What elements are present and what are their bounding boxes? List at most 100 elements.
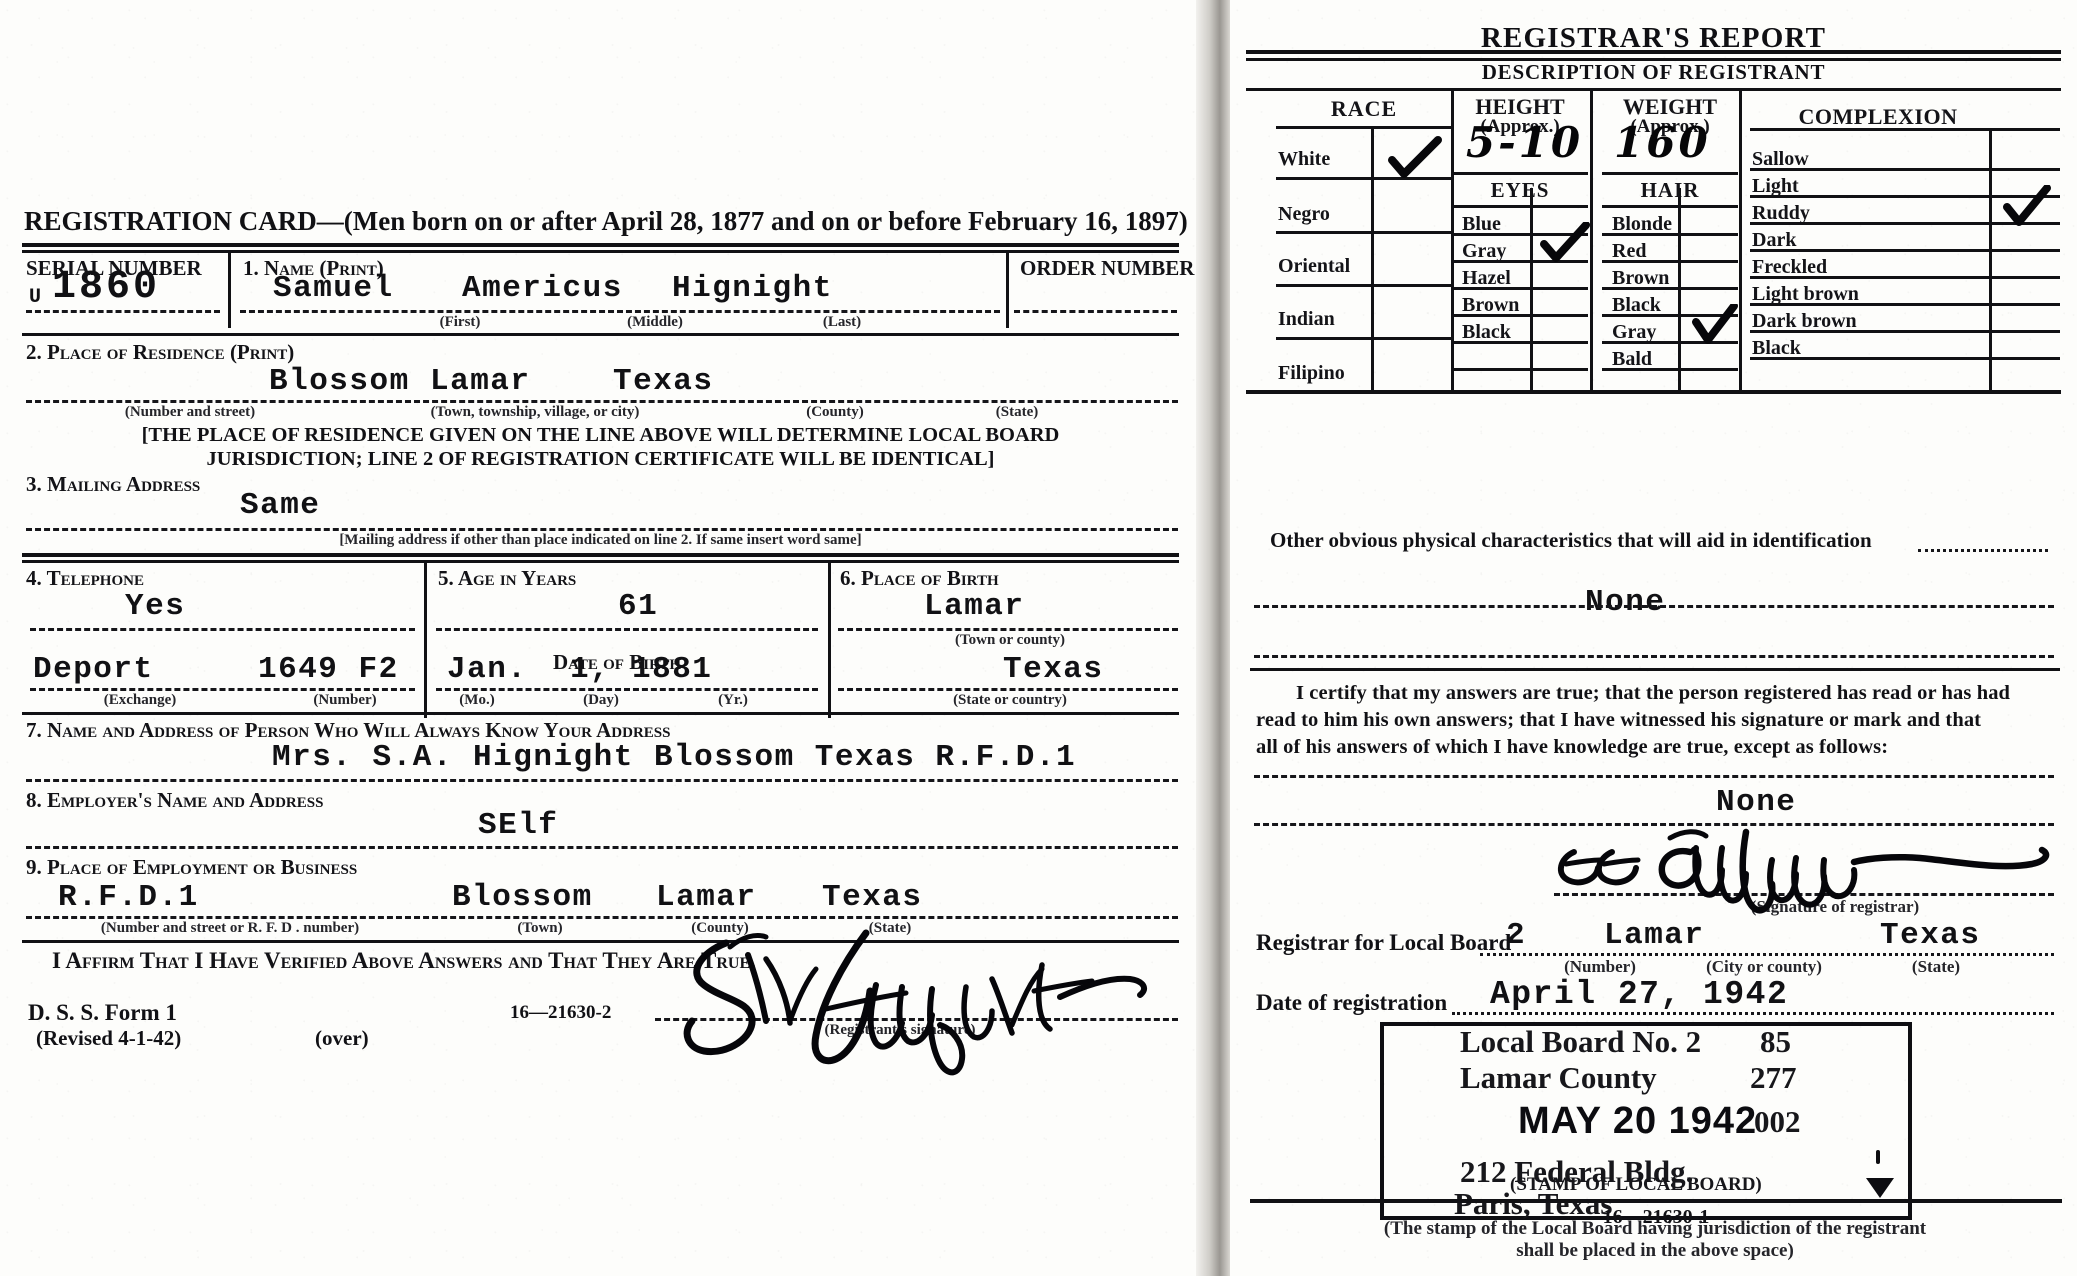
stamp-line-1: Local Board No. 2 [1460, 1024, 1702, 1059]
row-rule [1750, 168, 2060, 171]
eyes-option-gray[interactable]: Gray [1462, 240, 1507, 262]
order-underline [1014, 310, 1177, 313]
complexion-option-dark[interactable]: Dark [1752, 229, 1797, 251]
row-rule [1452, 287, 1588, 290]
employer-label: 8. Employer's Name and Address [26, 788, 324, 812]
row-rule [1602, 287, 1738, 290]
table-bottom-rule [1246, 390, 2061, 394]
telephone-exchange-value: Deport [33, 652, 154, 687]
name-sub-middle: (Middle) [627, 314, 683, 330]
mailing-underline [26, 528, 1178, 531]
serial-prefix: U [29, 286, 43, 309]
check-mark-complexion-ruddy [2003, 185, 2051, 226]
row-rule [1750, 249, 2060, 252]
column-divider [1451, 91, 1454, 391]
eyes-option-black[interactable]: Black [1462, 321, 1511, 343]
col-height-header: HEIGHT [1475, 94, 1565, 119]
divider [22, 940, 1179, 943]
race-option-indian[interactable]: Indian [1278, 308, 1335, 330]
hair-option-brown[interactable]: Brown [1612, 267, 1670, 289]
eyes-option-hazel[interactable]: Hazel [1462, 267, 1511, 289]
stamp-caption: (STAMP OF LOCAL BOARD) [1510, 1174, 1762, 1195]
residence-sub-town: (Town, township, village, or city) [430, 404, 640, 420]
race-option-white[interactable]: White [1278, 148, 1331, 170]
col-weight-header: WEIGHT [1622, 94, 1718, 119]
certify-line1: I certify that my answers are true; that… [1296, 682, 2011, 704]
height-underline [1452, 172, 1588, 175]
race-option-oriental[interactable]: Oriental [1278, 255, 1351, 277]
hair-header-underline [1602, 205, 1738, 208]
complexion-option-freckled[interactable]: Freckled [1752, 256, 1828, 278]
race-check-divider [1371, 126, 1374, 391]
date-of-registration-value: April 27, 1942 [1490, 976, 1789, 1013]
col-weight-subheader: (Approx.) [1630, 116, 1710, 137]
other-characteristics-label: Other obvious physical characteristics t… [1270, 528, 1872, 552]
other-characteristics-value: None [1585, 585, 1666, 620]
contact-person-value: Mrs. S.A. Hignight Blossom Texas R.F.D.1 [272, 740, 1077, 775]
signature-underline [655, 1018, 1178, 1021]
name-sub-first: (First) [439, 314, 481, 330]
row-rule [1750, 195, 2060, 198]
hair-option-bald[interactable]: Bald [1612, 348, 1653, 370]
row-rule [1452, 341, 1588, 344]
row-rule [1602, 341, 1738, 344]
exception-line2 [1254, 823, 2054, 826]
board-city-value: Lamar [1604, 918, 1705, 953]
divider [22, 560, 1179, 563]
divider [1250, 668, 2060, 671]
birthplace-town-value: Lamar [924, 589, 1025, 624]
row-rule [1750, 330, 2060, 333]
telephone-sub-number: (Number) [313, 692, 377, 708]
complexion-option-sallow[interactable]: Sallow [1752, 148, 1809, 170]
board-sub-number: (Number) [1564, 957, 1636, 976]
stamp-number-1: 85 [1760, 1024, 1791, 1059]
registrar-signature-sub: (Signature of registrar) [1750, 897, 1920, 916]
divider [22, 553, 1179, 557]
eyes-option-brown[interactable]: Brown [1462, 294, 1520, 316]
row-rule [1452, 233, 1588, 236]
board-sub-state: (State) [1911, 957, 1961, 976]
name-label: 1. Name (Print) [243, 256, 384, 280]
employment-county-value: Lamar [656, 880, 757, 915]
age-label: 5. Age in Years [438, 566, 577, 590]
complexion-option-ruddy[interactable]: Ruddy [1752, 202, 1810, 224]
complexion-option-light-brown[interactable]: Light brown [1752, 283, 1859, 305]
birthplace-sub-town: (Town or county) [954, 632, 1066, 648]
complexion-option-dark-brown[interactable]: Dark brown [1752, 310, 1857, 332]
residence-sub-state: (State) [995, 404, 1039, 420]
form-over: (over) [315, 1026, 369, 1050]
dob-year-value: 1881 [632, 652, 713, 687]
residence-underline [26, 400, 1178, 403]
row-rule [1452, 314, 1588, 317]
registrar-signature-underline [1554, 893, 2054, 896]
hair-option-black[interactable]: Black [1612, 294, 1661, 316]
board-number-value: 2 [1506, 918, 1527, 953]
complexion-option-black[interactable]: Black [1752, 337, 1801, 359]
board-state-value: Texas [1880, 918, 1981, 953]
other-characteristics-line1 [1254, 605, 2054, 608]
stamp-line-2: Lamar County [1460, 1060, 1657, 1095]
residence-sub-street: (Number and street) [124, 404, 256, 420]
employment-street-value: R.F.D.1 [58, 880, 199, 915]
telephone-label: 4. Telephone [26, 566, 144, 590]
race-option-negro[interactable]: Negro [1278, 203, 1330, 225]
right-page-bottom-rule [1250, 1199, 2062, 1203]
complexion-option-light[interactable]: Light [1752, 175, 1799, 197]
hair-option-gray[interactable]: Gray [1612, 321, 1657, 343]
race-option-filipino[interactable]: Filipino [1278, 362, 1345, 384]
age-underline [436, 628, 818, 631]
column-divider [228, 250, 231, 328]
telephone-sub-exchange: (Exchange) [103, 692, 177, 708]
row-rule [1750, 303, 2060, 306]
hair-option-red[interactable]: Red [1612, 240, 1647, 262]
residence-county-value: Lamar [430, 364, 531, 399]
column-divider [424, 560, 427, 718]
hair-option-blonde[interactable]: Blonde [1612, 213, 1673, 235]
certify-line3: all of his answers of which I have knowl… [1256, 736, 1889, 758]
stamp-rubber-date: MAY 20 1942 [1518, 1100, 1758, 1142]
divider [22, 250, 1179, 253]
divider [1246, 50, 2061, 54]
report-title: REGISTRAR'S REPORT [1480, 22, 1827, 54]
eyes-option-blue[interactable]: Blue [1462, 213, 1501, 235]
